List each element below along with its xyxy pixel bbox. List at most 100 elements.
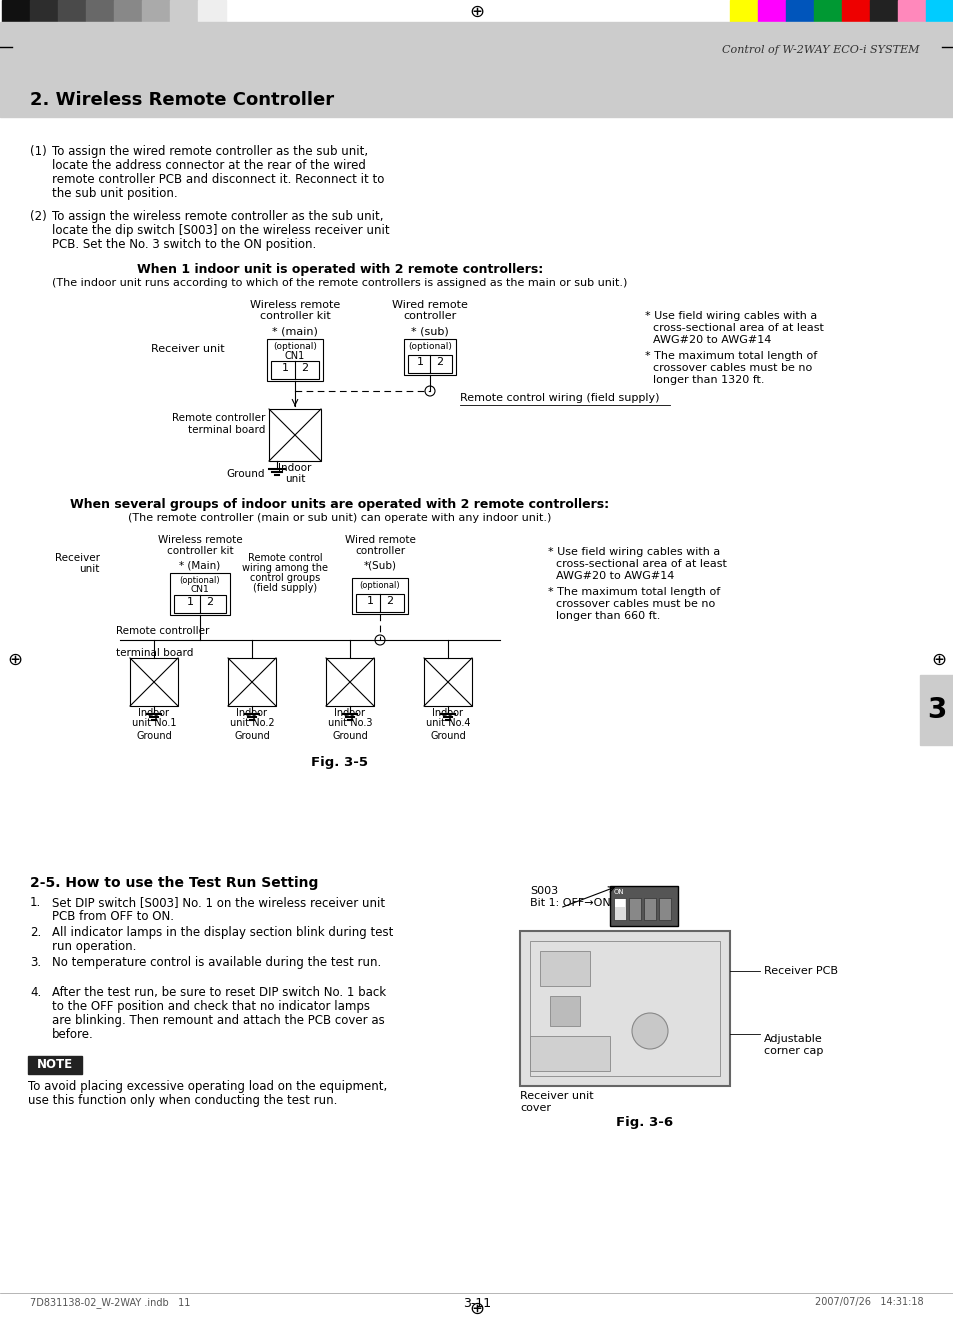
Text: 2: 2 <box>301 363 308 373</box>
Bar <box>170 0 198 22</box>
Text: * The maximum total length of: * The maximum total length of <box>644 351 817 361</box>
Text: Bit 1: OFF→ON: Bit 1: OFF→ON <box>530 898 610 908</box>
Bar <box>869 0 897 22</box>
Text: control groups: control groups <box>250 573 320 583</box>
Text: ON: ON <box>614 889 624 896</box>
Text: (2): (2) <box>30 210 47 223</box>
Bar <box>897 0 925 22</box>
Text: ⊕: ⊕ <box>8 651 23 668</box>
Bar <box>352 579 408 614</box>
Text: Indoor: Indoor <box>432 708 463 719</box>
Bar <box>530 1036 609 1071</box>
Text: controller: controller <box>355 546 405 556</box>
Text: Wired remote: Wired remote <box>344 535 415 546</box>
Text: PCB from OFF to ON.: PCB from OFF to ON. <box>52 910 173 923</box>
Text: All indicator lamps in the display section blink during test: All indicator lamps in the display secti… <box>52 926 393 939</box>
Text: unit No.2: unit No.2 <box>230 719 274 728</box>
Text: crossover cables must be no: crossover cables must be no <box>556 598 715 609</box>
Text: 7D831138-02_W-2WAY .indb   11: 7D831138-02_W-2WAY .indb 11 <box>30 1297 191 1308</box>
Text: Indoor: Indoor <box>138 708 170 719</box>
Text: No temperature control is available during the test run.: No temperature control is available duri… <box>52 956 381 970</box>
Text: AWG#20 to AWG#14: AWG#20 to AWG#14 <box>652 336 771 345</box>
Text: Receiver unit
cover: Receiver unit cover <box>519 1091 593 1112</box>
Text: are blinking. Then remount and attach the PCB cover as: are blinking. Then remount and attach th… <box>52 1015 384 1026</box>
Text: CN1: CN1 <box>191 585 209 594</box>
Text: * Use field wiring cables with a: * Use field wiring cables with a <box>547 547 720 557</box>
Bar <box>614 898 625 919</box>
Bar <box>659 898 670 919</box>
Text: To avoid placing excessive operating load on the equipment,: To avoid placing excessive operating loa… <box>28 1081 387 1092</box>
Text: unit No.3: unit No.3 <box>328 719 372 728</box>
Text: CN1: CN1 <box>285 351 305 361</box>
Bar <box>919 675 953 745</box>
Bar <box>0 73 953 118</box>
Text: Ground: Ground <box>233 731 270 741</box>
Text: 2: 2 <box>436 357 443 367</box>
Bar <box>785 0 813 22</box>
Bar <box>142 0 170 22</box>
Text: (field supply): (field supply) <box>253 583 316 593</box>
Text: To assign the wired remote controller as the sub unit,: To assign the wired remote controller as… <box>52 145 368 159</box>
Text: Control of W-2WAY ECO-i SYSTEM: Control of W-2WAY ECO-i SYSTEM <box>721 45 919 55</box>
Bar <box>0 22 953 74</box>
Text: controller kit: controller kit <box>259 310 330 321</box>
Text: 2-5. How to use the Test Run Setting: 2-5. How to use the Test Run Setting <box>30 876 318 890</box>
Text: to the OFF position and check that no indicator lamps: to the OFF position and check that no in… <box>52 1000 370 1013</box>
Text: ⊕: ⊕ <box>930 651 945 668</box>
Text: Ground: Ground <box>136 731 172 741</box>
Text: 2: 2 <box>206 597 213 608</box>
Text: unit No.4: unit No.4 <box>425 719 470 728</box>
Bar <box>28 1055 82 1074</box>
Text: S003: S003 <box>530 886 558 896</box>
Text: run operation.: run operation. <box>52 941 136 952</box>
Text: longer than 1320 ft.: longer than 1320 ft. <box>652 375 763 384</box>
Text: Set DIP switch [S003] No. 1 on the wireless receiver unit: Set DIP switch [S003] No. 1 on the wirel… <box>52 896 385 909</box>
Text: ⊕: ⊕ <box>469 1300 484 1318</box>
Text: terminal board: terminal board <box>188 425 265 435</box>
Text: terminal board: terminal board <box>116 649 193 658</box>
Text: 3-11: 3-11 <box>462 1297 491 1310</box>
Text: Indoor: Indoor <box>278 462 312 473</box>
Text: 1: 1 <box>281 363 288 373</box>
Text: PCB. Set the No. 3 switch to the ON position.: PCB. Set the No. 3 switch to the ON posi… <box>52 238 315 251</box>
Text: * (main): * (main) <box>272 326 317 336</box>
Bar <box>643 898 656 919</box>
Bar <box>615 900 624 908</box>
Bar <box>170 573 230 616</box>
Text: Indoor: Indoor <box>335 708 365 719</box>
Bar <box>925 0 953 22</box>
Bar <box>228 658 275 705</box>
Text: Ground: Ground <box>332 731 368 741</box>
Bar <box>267 339 323 380</box>
Bar <box>198 0 226 22</box>
Text: before.: before. <box>52 1028 93 1041</box>
Text: After the test run, be sure to reset DIP switch No. 1 back: After the test run, be sure to reset DIP… <box>52 985 386 999</box>
Text: locate the address connector at the rear of the wired: locate the address connector at the rear… <box>52 159 366 172</box>
Text: use this function only when conducting the test run.: use this function only when conducting t… <box>28 1094 337 1107</box>
Text: (optional): (optional) <box>408 342 452 351</box>
Text: unit: unit <box>79 564 100 575</box>
Circle shape <box>424 386 435 396</box>
Text: Fig. 3-6: Fig. 3-6 <box>616 1116 673 1129</box>
Text: NOTE: NOTE <box>37 1058 73 1071</box>
Text: AWG#20 to AWG#14: AWG#20 to AWG#14 <box>556 571 674 581</box>
Bar <box>403 339 456 375</box>
Text: Remote controller: Remote controller <box>172 413 265 423</box>
Text: (optional): (optional) <box>359 581 400 590</box>
Bar <box>423 658 472 705</box>
Bar <box>813 0 841 22</box>
Circle shape <box>631 1013 667 1049</box>
Text: Wireless remote: Wireless remote <box>157 535 242 546</box>
Text: (optional): (optional) <box>179 576 220 585</box>
Text: 3: 3 <box>926 696 945 724</box>
Text: 2. Wireless Remote Controller: 2. Wireless Remote Controller <box>30 91 334 110</box>
Text: Wired remote: Wired remote <box>392 300 468 310</box>
Bar <box>113 0 142 22</box>
Text: unit: unit <box>285 474 305 483</box>
Text: When several groups of indoor units are operated with 2 remote controllers:: When several groups of indoor units are … <box>71 498 609 511</box>
Text: remote controller PCB and disconnect it. Reconnect it to: remote controller PCB and disconnect it.… <box>52 173 384 186</box>
Text: unit No.1: unit No.1 <box>132 719 176 728</box>
Text: (1): (1) <box>30 145 47 159</box>
Text: *(Sub): *(Sub) <box>363 560 396 569</box>
Bar <box>326 658 374 705</box>
